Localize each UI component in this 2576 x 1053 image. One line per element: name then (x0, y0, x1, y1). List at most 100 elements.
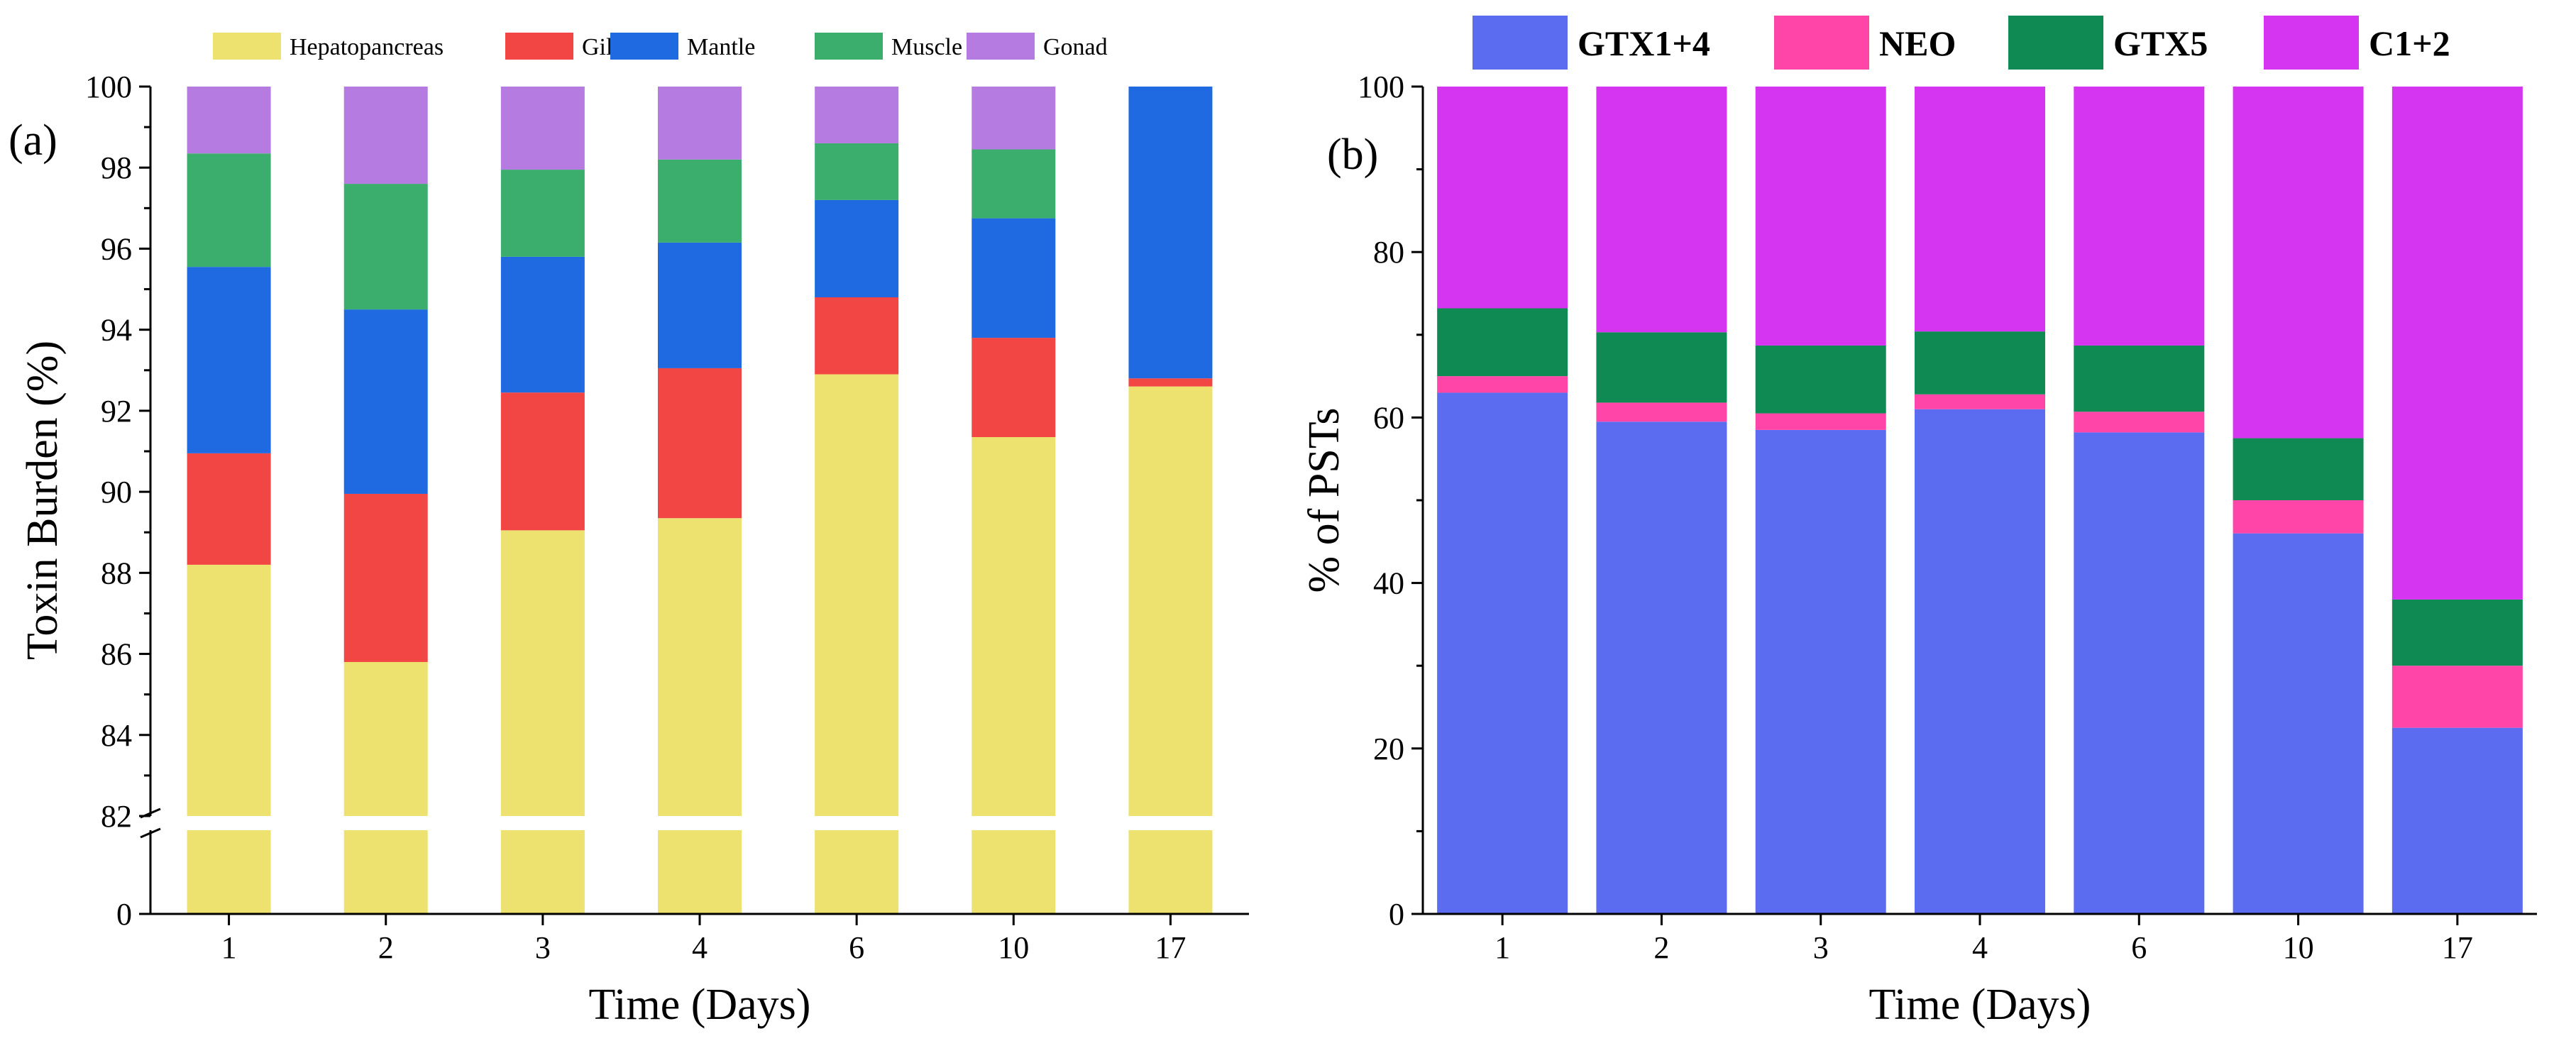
x-tick-label-a-3: 3 (535, 930, 551, 965)
bar-a-gonad-day-4 (658, 87, 742, 160)
y-tick-label-a-84: 84 (101, 718, 132, 753)
bar-b-gtx1-4-day-6 (2074, 432, 2205, 914)
y-tick-label-a-92: 92 (101, 394, 132, 429)
bar-a-hepatopancreas-day-2-lower (343, 830, 428, 914)
panel-label-b: (b) (1327, 131, 1378, 179)
bar-b-c1-2-day-1 (1437, 87, 1568, 309)
bar-b-c1-2-day-6 (2074, 87, 2205, 346)
legend-b-label-c1-2: C1+2 (2369, 23, 2450, 63)
bar-b-neo-day-2 (1596, 402, 1727, 422)
bar-b-neo-day-10 (2233, 500, 2364, 534)
bar-b-gtx1-4-day-2 (1596, 421, 1727, 914)
bar-b-neo-day-3 (1755, 413, 1886, 430)
y-tick-label-b-20: 20 (1373, 732, 1404, 766)
bar-a-mantle-day-2 (343, 309, 428, 494)
panel-b-chart: 1 2 3 4 6 10 17 0 20 40 60 80 100 % of PSTs Time (Days… (1300, 16, 2537, 1029)
y-tick-label-b-60: 60 (1373, 400, 1404, 435)
y-tick-label-a-82: 82 (101, 799, 132, 834)
y-axis-title-a: Toxin Burden (%) (18, 341, 67, 660)
bar-b-c1-2-day-2 (1596, 87, 1727, 333)
bar-b-c1-2-day-3 (1755, 87, 1886, 346)
bar-b-c1-2-day-10 (2233, 87, 2364, 439)
bar-b-gtx1-4-day-17 (2391, 727, 2523, 914)
bar-b-neo-day-1 (1437, 376, 1568, 393)
legend-a-label-muscle: Muscle (891, 34, 962, 60)
x-tick-label-b-1: 1 (1495, 930, 1510, 965)
bar-a-mantle-day-3 (500, 256, 585, 393)
bar-a-muscle-day-10 (971, 149, 1056, 219)
legend-a-swatch-mantle (610, 33, 678, 60)
legend-a-swatch-gonad (967, 33, 1035, 60)
x-tick-label-a-10: 10 (998, 930, 1029, 965)
bar-b-neo-day-6 (2074, 412, 2205, 433)
bar-a-hepatopancreas-day-1 (187, 564, 271, 816)
legend-b-label-gtx5: GTX5 (2113, 23, 2208, 63)
x-tick-label-b-3: 3 (1813, 930, 1829, 965)
bar-b-gtx5-day-10 (2233, 438, 2364, 500)
bar-a-hepatopancreas-day-1-lower (187, 830, 271, 914)
bar-a-hepatopancreas-day-10-lower (971, 830, 1056, 914)
bar-a-gonad-day-3 (500, 87, 585, 170)
bar-a-hepatopancreas-day-4-lower (658, 830, 742, 914)
axis-break-mark-lower (140, 827, 161, 839)
legend-a-label-hepatopancreas: Hepatopancreas (290, 34, 444, 60)
bar-b-c1-2-day-17 (2391, 87, 2523, 600)
y-tick-label-b-100: 100 (1358, 70, 1404, 104)
legend-a-label-gonad: Gonad (1043, 34, 1108, 60)
bar-b-gtx5-day-6 (2074, 345, 2205, 412)
y-tick-label-b-40: 40 (1373, 566, 1404, 601)
bar-a-hepatopancreas-day-10 (971, 437, 1056, 816)
panel-a-chart: 1 2 3 4 6 10 17 82 84 86 88 90 92 94 96 98 100 0 Toxin Bur… (9, 33, 1249, 1029)
y-axis-title-b: % of PSTs (1300, 408, 1348, 593)
bar-b-neo-day-4 (1915, 394, 2045, 409)
y-tick-label-b-0: 0 (1389, 897, 1404, 932)
bar-a-hepatopancreas-day-17-lower (1128, 830, 1213, 914)
x-axis-title-a: Time (Days) (589, 981, 811, 1029)
bar-b-gtx5-day-1 (1437, 308, 1568, 377)
bar-a-hepatopancreas-day-17 (1128, 386, 1213, 816)
bar-a-mantle-day-6 (815, 199, 899, 297)
bar-a-hepatopancreas-day-6 (815, 374, 899, 816)
bar-b-gtx1-4-day-4 (1915, 409, 2045, 914)
bar-b-c1-2-day-4 (1915, 87, 2045, 332)
x-tick-label-b-17: 17 (2442, 930, 2473, 965)
bar-a-muscle-day-6 (815, 143, 899, 200)
bar-a-gill-day-1 (187, 453, 271, 565)
bar-b-gtx5-day-3 (1755, 345, 1886, 414)
legend-b-label-neo: NEO (1879, 23, 1956, 63)
legend-a-label-mantle: Mantle (687, 34, 755, 60)
legend-b-swatch-gtx1-4 (1473, 16, 1568, 70)
legend-b-swatch-neo (1774, 16, 1869, 70)
bar-a-gill-day-10 (971, 338, 1056, 438)
bar-a-hepatopancreas-day-3-lower (500, 830, 585, 914)
x-axis-title-b: Time (Days) (1869, 981, 2091, 1029)
x-tick-label-a-4: 4 (692, 930, 708, 965)
bar-a-gill-day-4 (658, 368, 742, 519)
y-tick-label-a-94: 94 (101, 313, 132, 348)
bar-a-gill-day-6 (815, 297, 899, 375)
bar-a-hepatopancreas-day-2 (343, 661, 428, 816)
y-tick-label-a-90: 90 (101, 475, 132, 509)
legend-a-swatch-hepatopancreas (213, 33, 281, 60)
bar-a-gill-day-2 (343, 493, 428, 662)
bar-b-gtx5-day-4 (1915, 331, 2045, 395)
bar-a-mantle-day-1 (187, 267, 271, 453)
bar-b-gtx1-4-day-10 (2233, 533, 2364, 914)
x-tick-label-b-2: 2 (1653, 930, 1669, 965)
bar-a-gonad-day-6 (815, 87, 899, 143)
bar-a-gonad-day-2 (343, 87, 428, 184)
panel-label-a: (a) (9, 116, 57, 165)
x-tick-label-a-6: 6 (849, 930, 864, 965)
y-tick-label-a-88: 88 (101, 556, 132, 590)
x-tick-label-a-2: 2 (378, 930, 394, 965)
bar-a-mantle-day-4 (658, 242, 742, 368)
x-tick-label-a-17: 17 (1155, 930, 1186, 965)
legend-b-label-gtx1-4: GTX1+4 (1578, 23, 1710, 63)
bar-b-gtx5-day-17 (2391, 599, 2523, 666)
bar-a-muscle-day-2 (343, 184, 428, 310)
bar-a-hepatopancreas-day-3 (500, 530, 585, 816)
bar-b-gtx1-4-day-3 (1755, 429, 1886, 914)
y-tick-label-a-86: 86 (101, 637, 132, 672)
legend-a-swatch-muscle (815, 33, 883, 60)
